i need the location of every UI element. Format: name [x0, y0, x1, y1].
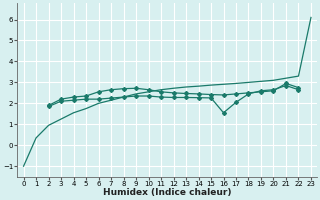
- X-axis label: Humidex (Indice chaleur): Humidex (Indice chaleur): [103, 188, 232, 197]
